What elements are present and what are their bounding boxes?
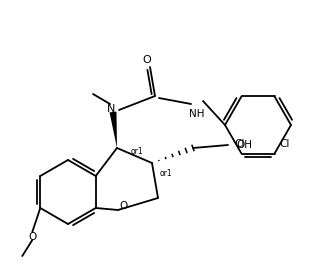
Polygon shape bbox=[110, 112, 117, 148]
Text: Cl: Cl bbox=[279, 139, 290, 149]
Text: or1: or1 bbox=[131, 147, 144, 156]
Text: OH: OH bbox=[236, 140, 252, 150]
Text: O: O bbox=[119, 201, 127, 211]
Text: O: O bbox=[28, 232, 37, 242]
Text: Cl: Cl bbox=[234, 139, 245, 149]
Text: N: N bbox=[107, 104, 115, 114]
Text: NH: NH bbox=[189, 109, 205, 119]
Text: O: O bbox=[143, 55, 151, 65]
Text: or1: or1 bbox=[160, 169, 173, 178]
